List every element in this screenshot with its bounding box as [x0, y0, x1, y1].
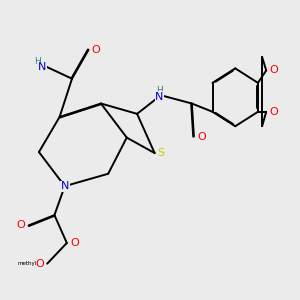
Text: N: N: [155, 92, 164, 102]
Text: O: O: [35, 259, 44, 269]
Text: O: O: [17, 220, 26, 230]
Text: O: O: [92, 45, 100, 55]
Text: O: O: [269, 65, 278, 75]
Text: O: O: [197, 132, 206, 142]
Text: O: O: [269, 107, 278, 117]
Text: O: O: [70, 238, 79, 248]
Text: H: H: [34, 57, 41, 66]
Text: methyl: methyl: [17, 261, 36, 266]
Text: S: S: [158, 148, 165, 158]
Text: N: N: [61, 181, 69, 191]
Text: N: N: [38, 62, 47, 72]
Text: H: H: [156, 86, 163, 95]
